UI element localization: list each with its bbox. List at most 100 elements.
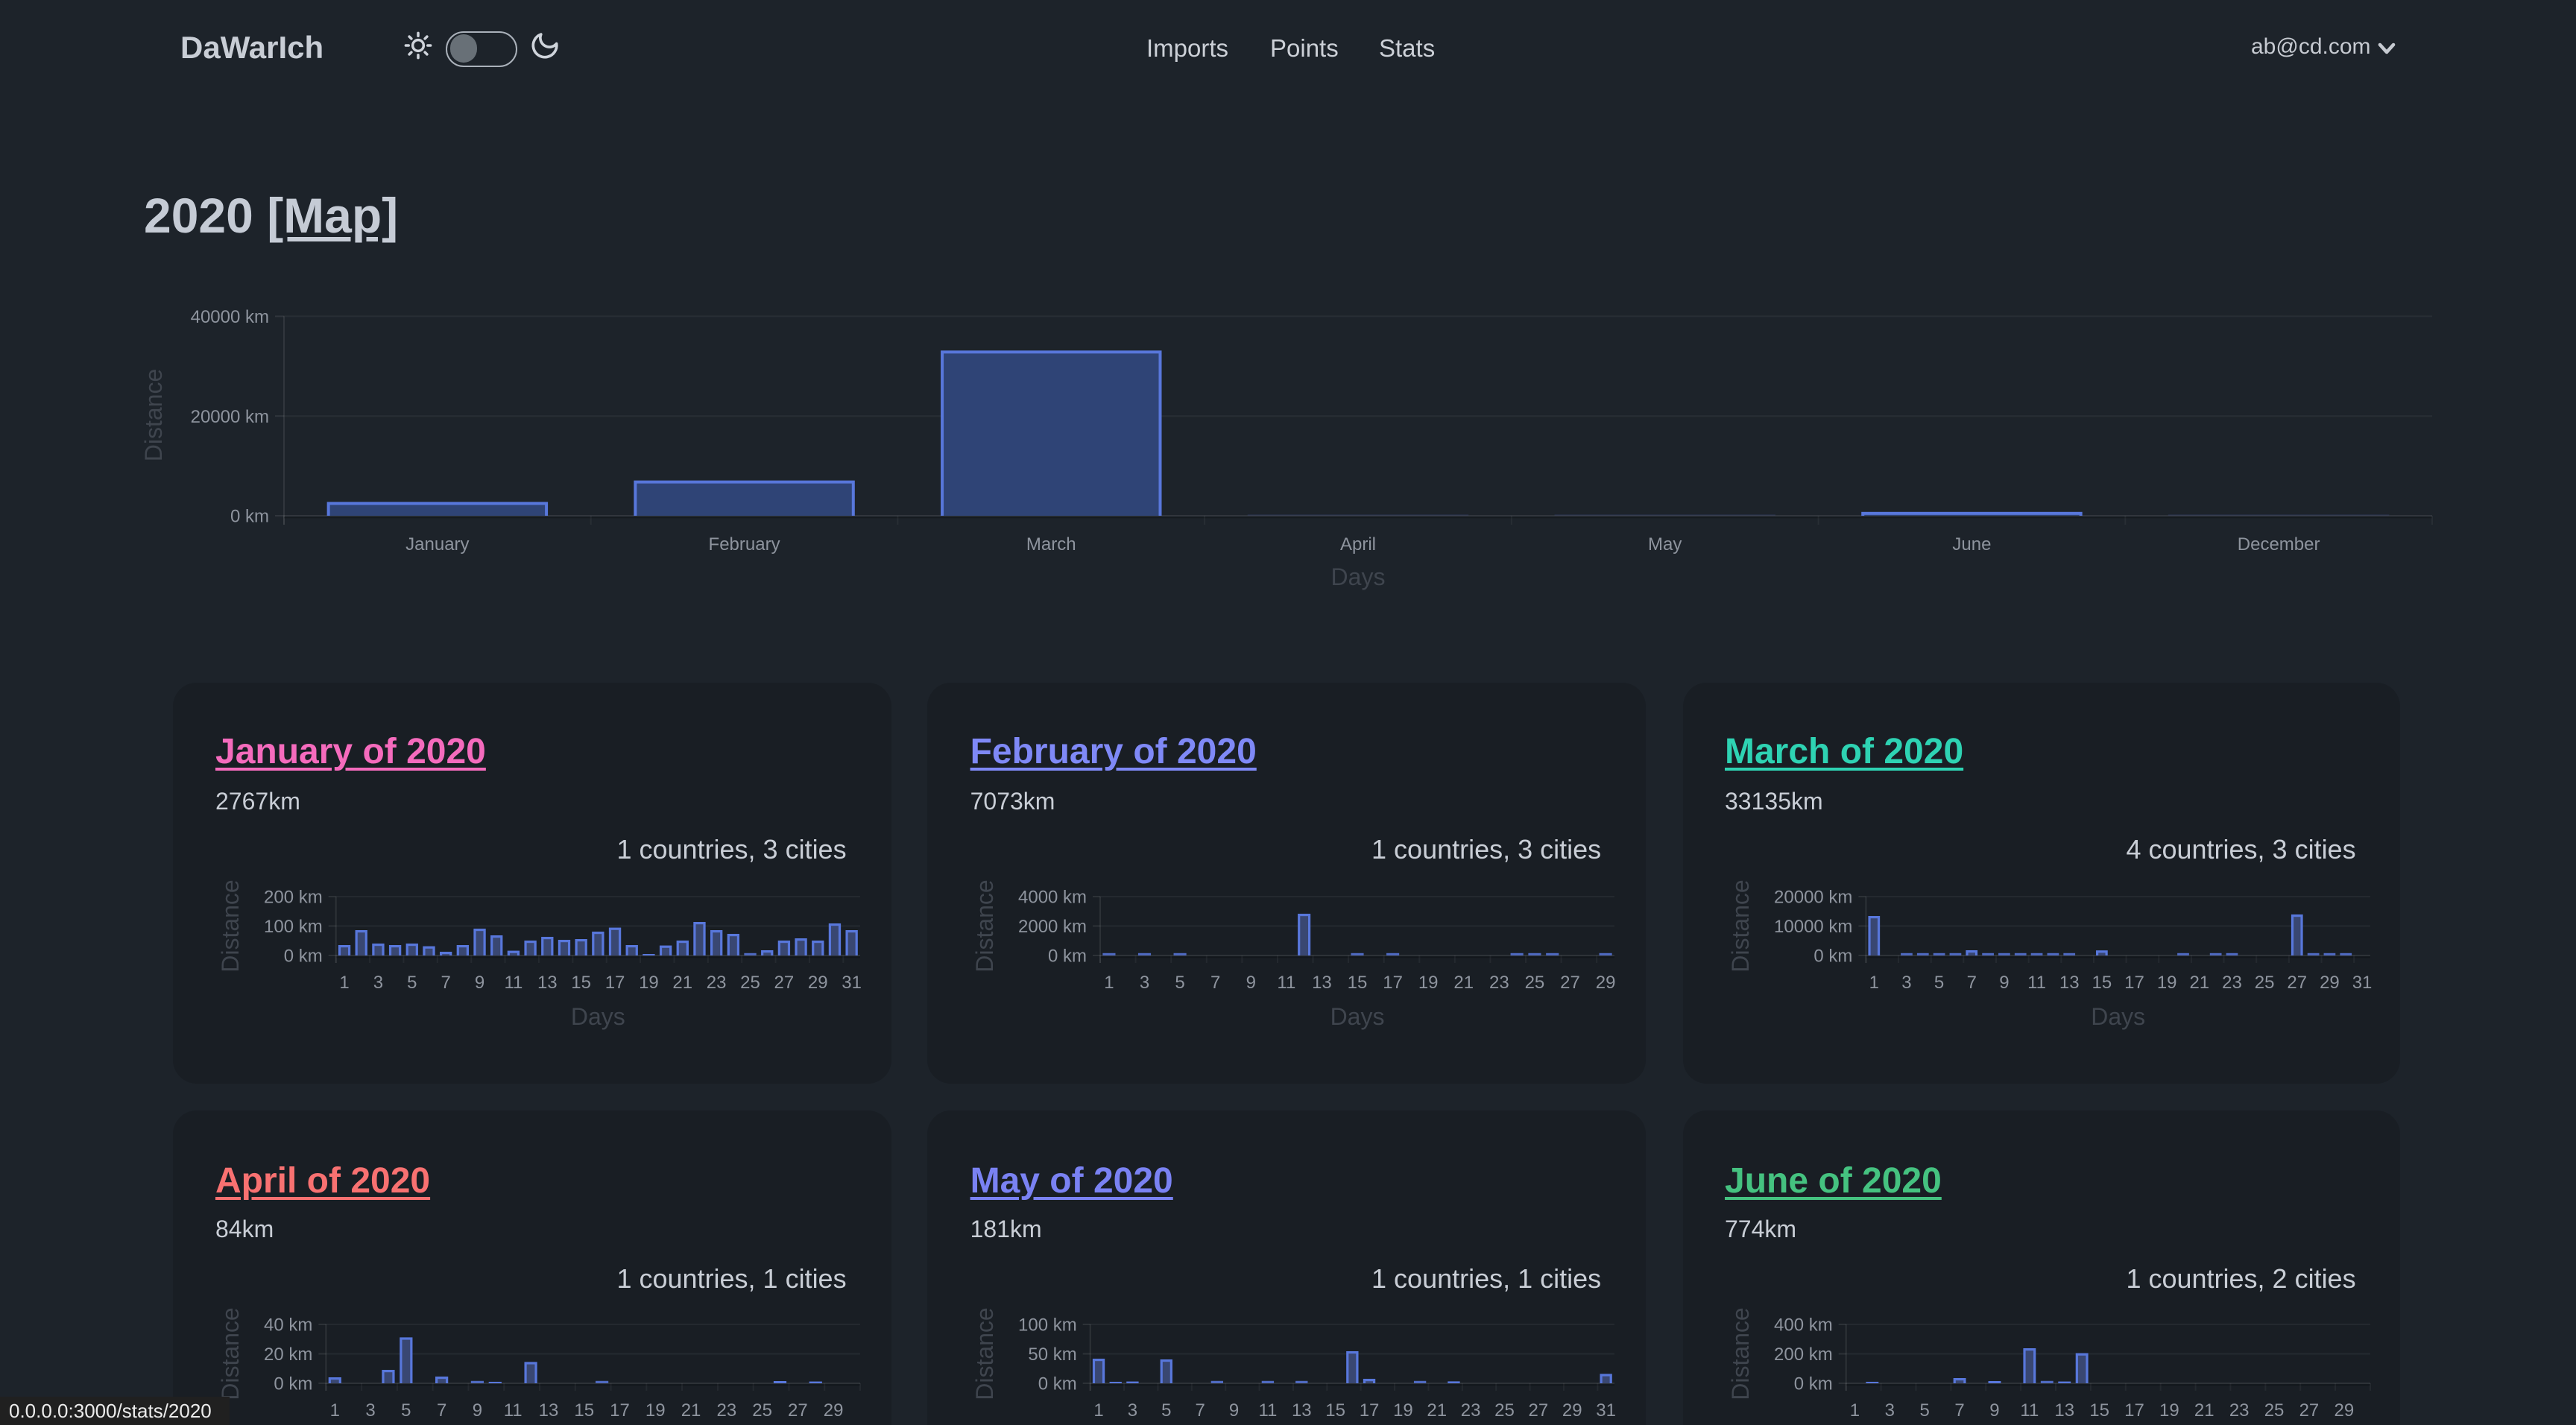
svg-text:31: 31 [842,972,862,992]
svg-text:25: 25 [740,972,760,992]
svg-text:11: 11 [504,972,523,992]
svg-text:9: 9 [1229,1400,1239,1421]
svg-text:25: 25 [2264,1400,2284,1421]
svg-text:June: June [1952,534,1991,554]
svg-text:May: May [1648,534,1682,554]
svg-text:15: 15 [571,972,591,992]
svg-text:20000 km: 20000 km [191,407,269,427]
svg-text:27: 27 [1529,1400,1549,1421]
svg-text:15: 15 [2089,1400,2109,1421]
svg-text:19: 19 [639,972,659,992]
svg-text:31: 31 [1597,1400,1617,1421]
svg-text:5: 5 [1933,972,1943,992]
svg-text:400 km: 400 km [1773,1315,1832,1335]
svg-text:5: 5 [1919,1400,1929,1421]
svg-text:Days: Days [571,1002,625,1029]
svg-text:21: 21 [672,972,692,992]
svg-text:40000 km: 40000 km [191,307,269,327]
svg-text:0 km: 0 km [1793,1374,1832,1394]
svg-text:3: 3 [1128,1400,1137,1421]
svg-text:15: 15 [1326,1400,1346,1421]
svg-text:Distance: Distance [140,369,167,462]
svg-text:5: 5 [1175,972,1185,992]
svg-text:25: 25 [1495,1400,1515,1421]
svg-text:9: 9 [475,972,484,992]
svg-text:7: 7 [437,1400,446,1421]
svg-text:27: 27 [2286,972,2306,992]
svg-text:27: 27 [774,972,795,992]
svg-text:15: 15 [574,1400,594,1421]
svg-text:29: 29 [1563,1400,1583,1421]
svg-text:13: 13 [2053,1400,2074,1421]
svg-text:April: April [1340,534,1376,554]
svg-text:31: 31 [2352,972,2372,992]
svg-text:27: 27 [788,1400,808,1421]
svg-text:1: 1 [1849,1400,1859,1421]
svg-text:7: 7 [441,972,450,992]
svg-text:29: 29 [2319,972,2339,992]
svg-text:0 km: 0 km [1038,1374,1077,1394]
svg-text:1: 1 [1869,972,1878,992]
svg-text:1: 1 [1105,972,1114,992]
svg-text:1: 1 [330,1400,340,1421]
svg-text:100 km: 100 km [1019,1315,1078,1335]
svg-text:11: 11 [1278,972,1296,992]
svg-text:23: 23 [707,972,727,992]
svg-text:27: 27 [2299,1400,2319,1421]
svg-text:13: 13 [539,1400,559,1421]
svg-text:February: February [709,534,780,554]
svg-text:25: 25 [1525,972,1545,992]
svg-text:March: March [1026,534,1076,554]
svg-text:3: 3 [1901,972,1910,992]
svg-text:Days: Days [1331,563,1386,590]
svg-text:17: 17 [1383,972,1404,992]
svg-text:21: 21 [1427,1400,1448,1421]
svg-text:4000 km: 4000 km [1019,886,1087,906]
svg-text:15: 15 [2092,972,2112,992]
svg-text:17: 17 [605,972,625,992]
svg-text:9: 9 [1246,972,1256,992]
svg-text:20000 km: 20000 km [1773,886,1852,906]
svg-text:29: 29 [808,972,828,992]
svg-text:3: 3 [365,1400,375,1421]
svg-text:23: 23 [1490,972,1510,992]
svg-text:December: December [2238,534,2320,554]
svg-text:200 km: 200 km [264,886,323,906]
svg-text:19: 19 [1418,972,1439,992]
svg-text:7: 7 [1211,972,1221,992]
svg-text:25: 25 [2254,972,2274,992]
svg-text:11: 11 [2019,1400,2038,1421]
svg-text:23: 23 [1461,1400,1481,1421]
svg-text:25: 25 [752,1400,772,1421]
svg-text:0 km: 0 km [1813,945,1852,965]
svg-text:13: 13 [1313,972,1333,992]
svg-text:Distance: Distance [217,879,244,971]
svg-text:7: 7 [1196,1400,1205,1421]
svg-text:9: 9 [1989,1400,1998,1421]
svg-text:9: 9 [1998,972,2008,992]
svg-text:3: 3 [373,972,383,992]
svg-text:0 km: 0 km [230,507,269,527]
svg-text:2000 km: 2000 km [1019,916,1087,936]
svg-text:19: 19 [2156,972,2176,992]
svg-text:17: 17 [2124,972,2144,992]
svg-text:15: 15 [1348,972,1368,992]
svg-text:11: 11 [504,1400,523,1421]
svg-text:10000 km: 10000 km [1773,916,1852,936]
svg-text:19: 19 [645,1400,666,1421]
svg-text:5: 5 [407,972,417,992]
svg-text:Distance: Distance [1726,1307,1753,1400]
svg-text:Days: Days [1330,1002,1385,1029]
svg-text:1: 1 [1094,1400,1104,1421]
svg-text:19: 19 [1394,1400,1414,1421]
svg-text:21: 21 [681,1400,701,1421]
svg-text:27: 27 [1561,972,1581,992]
svg-text:3: 3 [1140,972,1149,992]
svg-text:13: 13 [537,972,558,992]
svg-text:Distance: Distance [972,879,999,971]
svg-text:Distance: Distance [1726,879,1753,971]
svg-text:5: 5 [401,1400,411,1421]
svg-text:21: 21 [2188,972,2209,992]
svg-text:7: 7 [1954,1400,1963,1421]
svg-text:17: 17 [610,1400,630,1421]
